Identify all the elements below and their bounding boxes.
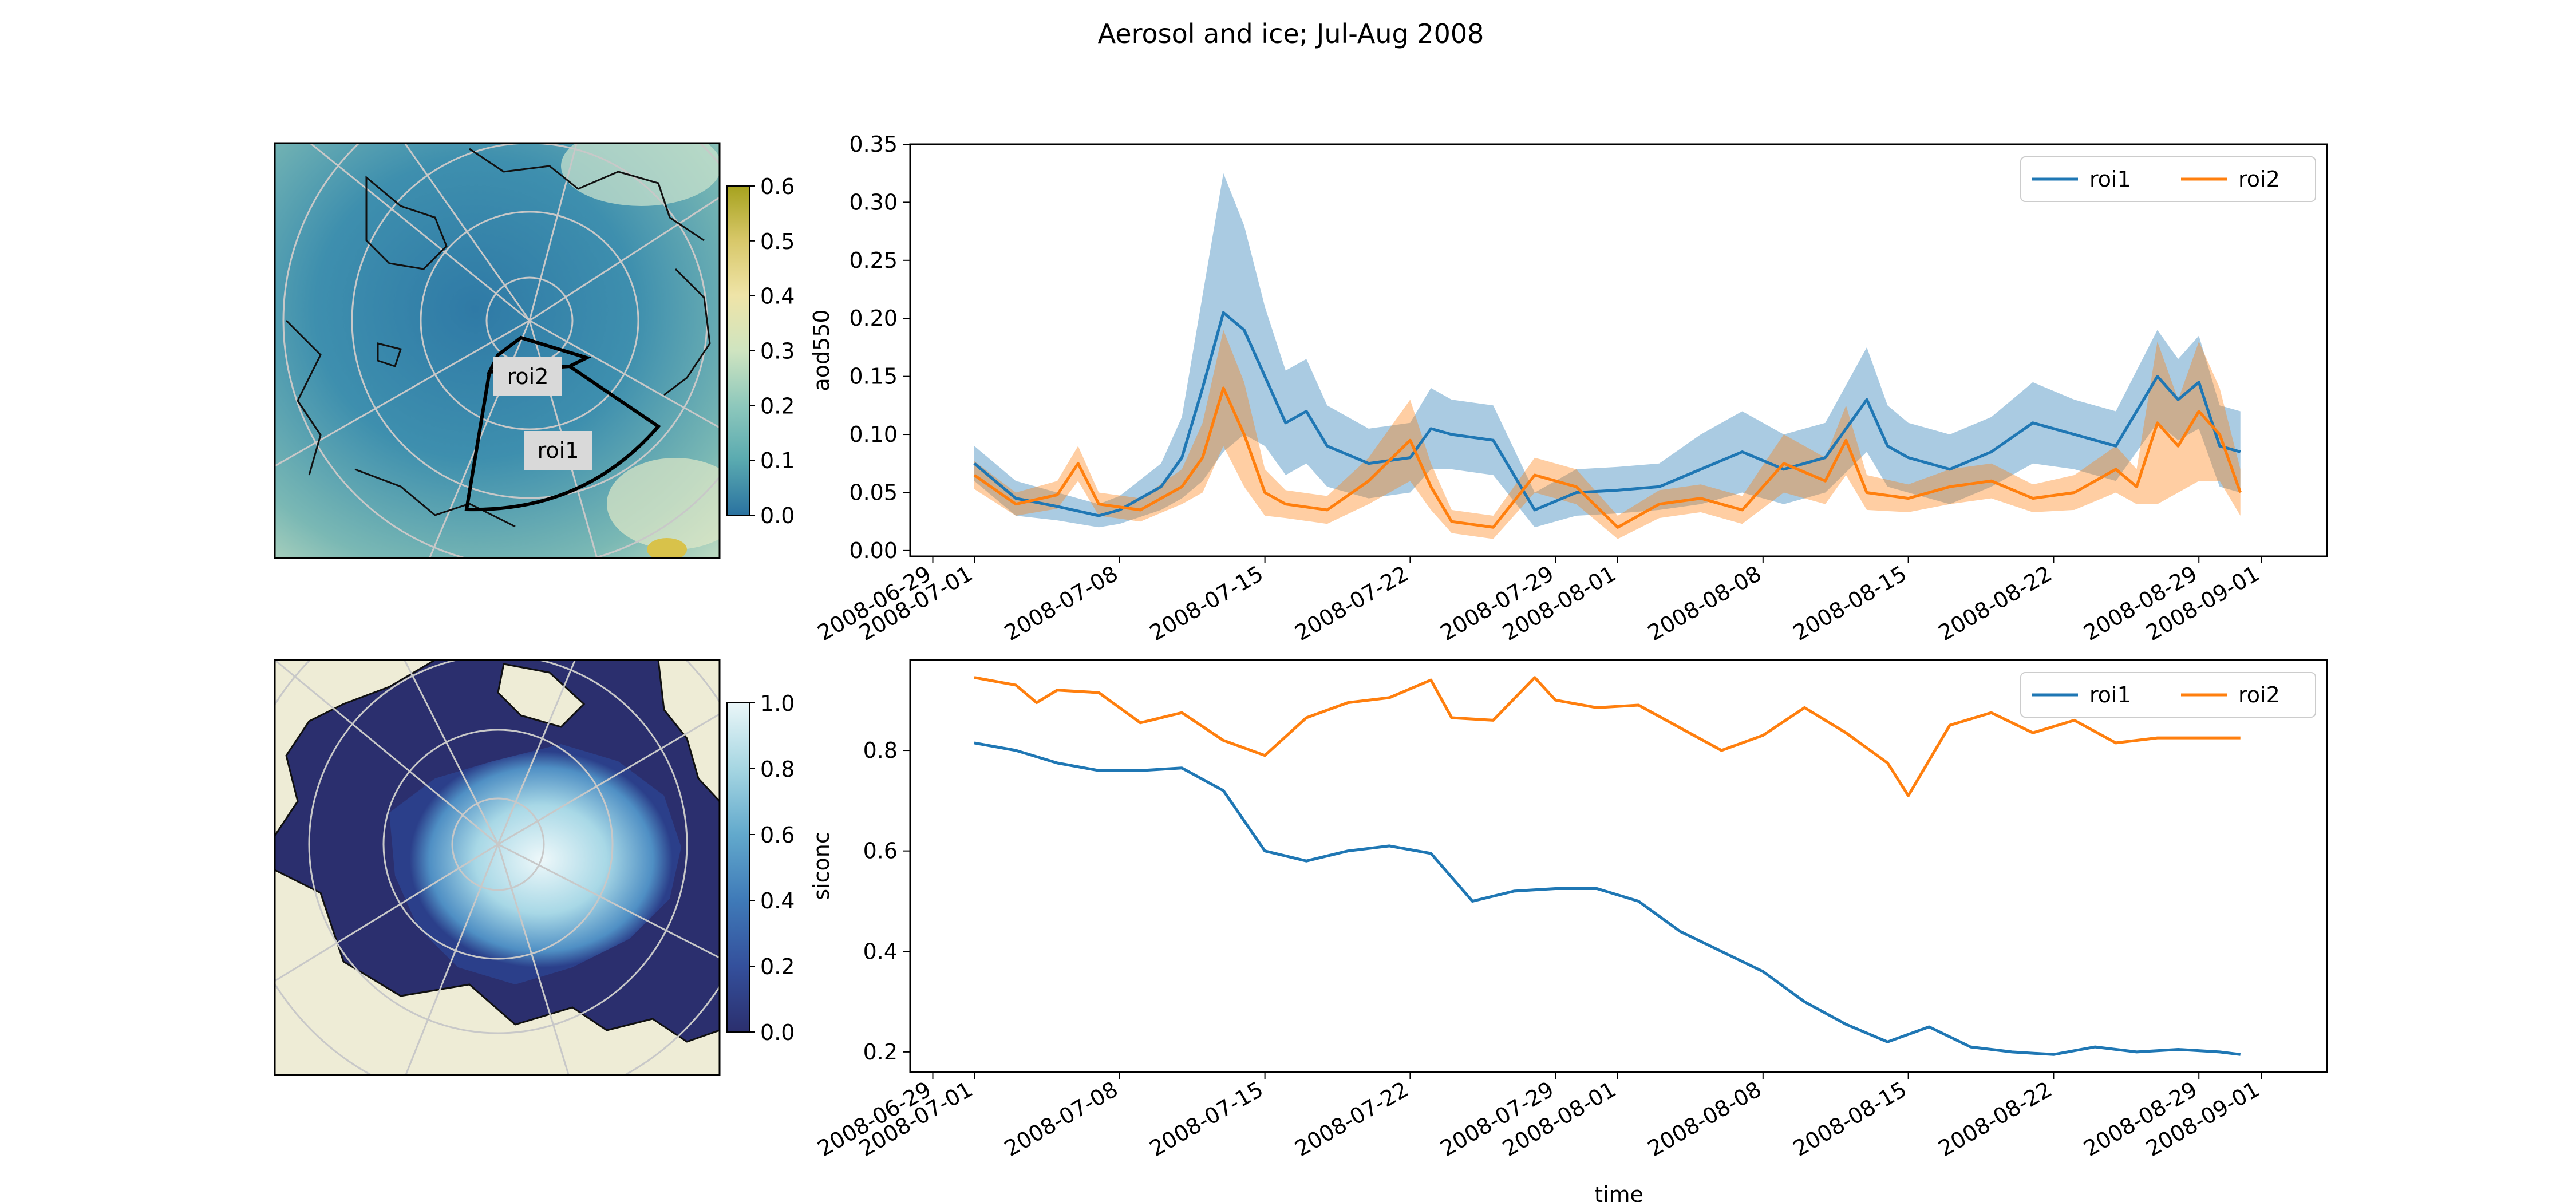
roi1-sector (464, 365, 661, 512)
colorbar-tick-label: 0.2 (760, 954, 795, 979)
aod-hotspot (647, 538, 687, 558)
x-tick-label: 2008-08-22 (1934, 1077, 2056, 1162)
aod-timeseries-plot: 0.000.050.100.150.200.250.300.35 2008-06… (809, 132, 2328, 646)
colorbar-tick-label: 0.0 (760, 1020, 795, 1045)
roi1-line (974, 741, 2241, 1056)
siconc-y-ticks: 0.2 0.4 0.6 0.8 (863, 738, 910, 1065)
aod-y-ticks: 0.00 0.05 0.10 0.15 0.20 0.25 0.30 0.35 (849, 132, 910, 563)
coastlines (285, 148, 711, 528)
colorbar-tick-label: 1.0 (760, 691, 795, 716)
legend-label-roi2: roi2 (2238, 167, 2280, 192)
y-tick-label: 0.00 (849, 538, 898, 563)
y-tick-label: 0.4 (863, 939, 898, 964)
colorbar-tick-label: 0.3 (760, 339, 795, 364)
roi2-label-box (493, 357, 562, 396)
y-tick-label: 0.6 (863, 839, 898, 864)
colorbar-tick-label: 0.6 (760, 174, 795, 199)
roi-sectors (464, 335, 661, 512)
x-tick-label: 2008-08-08 (1643, 561, 1765, 646)
roi2-band (974, 330, 2241, 539)
aod-colorbar-fill (726, 185, 750, 516)
ice-colorbar: 0.0 0.2 0.4 0.6 0.8 1.0 (726, 691, 795, 1045)
y-tick-label: 0.15 (849, 364, 898, 389)
ice-map-land (497, 663, 586, 728)
roi2-line (973, 386, 2242, 529)
aod-plume (561, 143, 720, 206)
roi1-label-text: roi1 (538, 438, 579, 463)
colorbar-tick-label: 0.4 (760, 888, 795, 914)
ice-map-land (275, 660, 437, 837)
siconc-legend: roi1 roi2 (2020, 672, 2316, 718)
figure-title: Aerosol and ice; Jul-Aug 2008 (1098, 18, 1484, 49)
colorbar-tick-label: 0.8 (760, 757, 795, 782)
aod-plot-frame (909, 143, 2328, 557)
x-tick-label: 2008-08-15 (1789, 1077, 1911, 1162)
siconc-series-lines (974, 676, 2241, 1056)
y-tick-label: 0.2 (863, 1039, 898, 1065)
x-tick-label: 2008-07-08 (1000, 1077, 1122, 1162)
y-tick-label: 0.30 (849, 189, 898, 215)
colorbar-tick-label: 0.6 (760, 823, 795, 848)
colorbar-tick-label: 0.0 (760, 503, 795, 528)
roi1-band (974, 173, 2241, 528)
y-tick-label: 0.10 (849, 422, 898, 447)
x-tick-label: 2008-07-08 (1000, 561, 1122, 646)
aod-colorbar: 0.0 0.1 0.2 0.3 0.4 0.5 0.6 (726, 174, 795, 528)
roi2-label-text: roi2 (507, 364, 549, 389)
ice-map-frame (274, 659, 721, 1076)
roi2-label: roi2 (493, 357, 562, 396)
ice-colorbar-ticks: 0.0 0.2 0.4 0.6 0.8 1.0 (749, 691, 795, 1045)
graticule (275, 660, 720, 1075)
aod-map: roi2 roi1 (274, 142, 721, 559)
aod-uncertainty-bands (974, 173, 2241, 539)
aod-colorbar-ticks: 0.0 0.1 0.2 0.3 0.4 0.5 0.6 (749, 174, 795, 528)
legend-label-roi2: roi2 (2238, 682, 2280, 707)
legend-label-roi1: roi1 (2089, 682, 2131, 707)
colorbar-tick-label: 0.2 (760, 393, 795, 418)
aod-series-lines (973, 311, 2242, 529)
legend-label-roi1: roi1 (2089, 167, 2131, 192)
ice-colorbar-fill (726, 702, 750, 1033)
x-tick-label: 2008-07-22 (1291, 561, 1413, 646)
x-tick-label: 2008-08-15 (1789, 561, 1911, 646)
colorbar-tick-label: 0.1 (760, 448, 795, 473)
x-tick-label: 2008-07-15 (1145, 561, 1267, 646)
ice-map-land (275, 869, 720, 1075)
ice-map-land (657, 660, 720, 803)
x-tick-label: 2008-08-22 (1934, 561, 2056, 646)
siconc-x-axis-label: time (1594, 1182, 1643, 1202)
legend-box (2020, 156, 2316, 202)
aod-map-frame (274, 142, 721, 559)
legend-box (2020, 672, 2316, 718)
aod-legend: roi1 roi2 (2020, 156, 2316, 202)
colorbar-tick-label: 0.5 (760, 229, 795, 254)
siconc-y-axis-label: siconc (809, 832, 834, 900)
y-tick-label: 0.25 (849, 248, 898, 273)
roi1-line (973, 311, 2241, 517)
colorbar-tick-label: 0.4 (760, 284, 795, 309)
x-tick-label: 2008-08-08 (1643, 1077, 1765, 1162)
roi1-label-box (524, 431, 592, 470)
aod-plume (607, 458, 720, 549)
y-tick-label: 0.35 (849, 132, 898, 157)
siconc-plot-frame (909, 659, 2328, 1073)
y-tick-label: 0.8 (863, 738, 898, 763)
sea-ice (389, 744, 681, 984)
roi1-label: roi1 (524, 431, 592, 470)
x-tick-label: 2008-07-22 (1291, 1077, 1413, 1162)
roi2-sector (486, 335, 592, 374)
aod-y-axis-label: aod550 (809, 309, 834, 391)
ice-map (274, 659, 721, 1076)
y-tick-label: 0.05 (849, 480, 898, 505)
x-tick-label: 2008-07-15 (1145, 1077, 1267, 1162)
y-tick-label: 0.20 (849, 306, 898, 331)
roi2-line (974, 676, 2241, 797)
